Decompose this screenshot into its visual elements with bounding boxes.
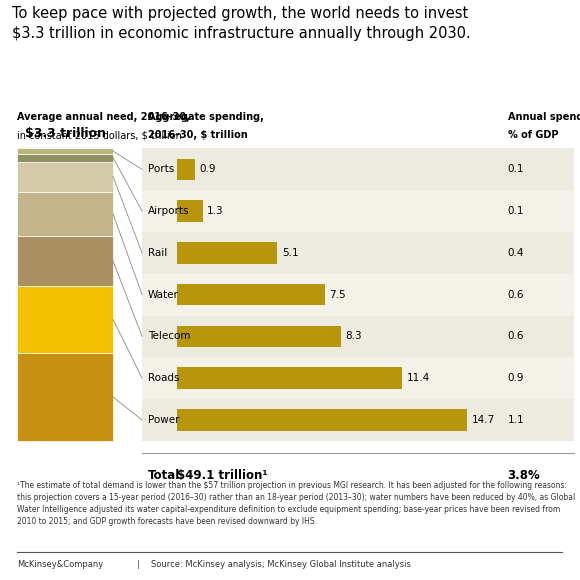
Text: 1.1: 1.1 [508,415,524,425]
Text: 0.6: 0.6 [508,289,524,300]
Bar [17,162,113,192]
Text: Total: Total [148,469,180,482]
Text: 1.3: 1.3 [207,206,224,216]
Text: Roads: Roads [148,373,179,383]
Text: $3.3 trillion: $3.3 trillion [25,128,106,140]
Bar [142,148,574,190]
Text: 0.4: 0.4 [508,248,524,258]
Text: 2016–30, $ trillion: 2016–30, $ trillion [148,130,248,140]
Text: 8.3: 8.3 [345,331,362,342]
Bar [142,399,574,441]
Bar [177,367,402,389]
Text: 14.7: 14.7 [472,415,495,425]
Text: 0.9: 0.9 [200,164,216,175]
Text: Average annual need, 2016–30,: Average annual need, 2016–30, [17,112,190,122]
Text: in constant 2015 dollars, $ trillion: in constant 2015 dollars, $ trillion [17,130,182,140]
Bar [142,190,574,232]
Bar [177,200,202,222]
Text: 7.5: 7.5 [329,289,346,300]
Bar [17,353,113,441]
Text: |: | [137,560,140,568]
Text: $49.1 trillion¹: $49.1 trillion¹ [177,469,267,482]
Text: Rail: Rail [148,248,167,258]
Bar [17,154,113,162]
Text: Water: Water [148,289,179,300]
Bar [177,325,340,347]
Bar [17,237,113,286]
Bar [142,232,574,274]
Text: Airports: Airports [148,206,190,216]
Text: 11.4: 11.4 [407,373,430,383]
Text: Aggregate spending,: Aggregate spending, [148,112,264,122]
Text: 5.1: 5.1 [282,248,299,258]
Text: 0.1: 0.1 [508,164,524,175]
Bar [177,284,325,306]
Text: Ports: Ports [148,164,174,175]
Text: ¹The estimate of total demand is lower than the $57 trillion projection in previ: ¹The estimate of total demand is lower t… [17,481,575,526]
Bar [142,357,574,399]
Text: 0.1: 0.1 [508,206,524,216]
Text: To keep pace with projected growth, the world needs to invest
$3.3 trillion in e: To keep pace with projected growth, the … [12,6,470,41]
Text: McKinsey&Company: McKinsey&Company [17,560,104,568]
Bar [177,242,277,264]
Bar [17,148,113,154]
Text: 0.6: 0.6 [508,331,524,342]
Bar [17,286,113,353]
Text: Telecom: Telecom [148,331,190,342]
Bar [17,192,113,237]
Text: 0.9: 0.9 [508,373,524,383]
Bar [142,274,574,316]
Bar [142,316,574,357]
Text: Annual spending,: Annual spending, [508,112,580,122]
Text: 3.8%: 3.8% [508,469,540,482]
Text: % of GDP: % of GDP [508,130,558,140]
Bar [177,409,467,431]
Text: Power: Power [148,415,179,425]
Bar [177,158,195,180]
Text: Source: McKinsey analysis; McKinsey Global Institute analysis: Source: McKinsey analysis; McKinsey Glob… [151,560,411,568]
